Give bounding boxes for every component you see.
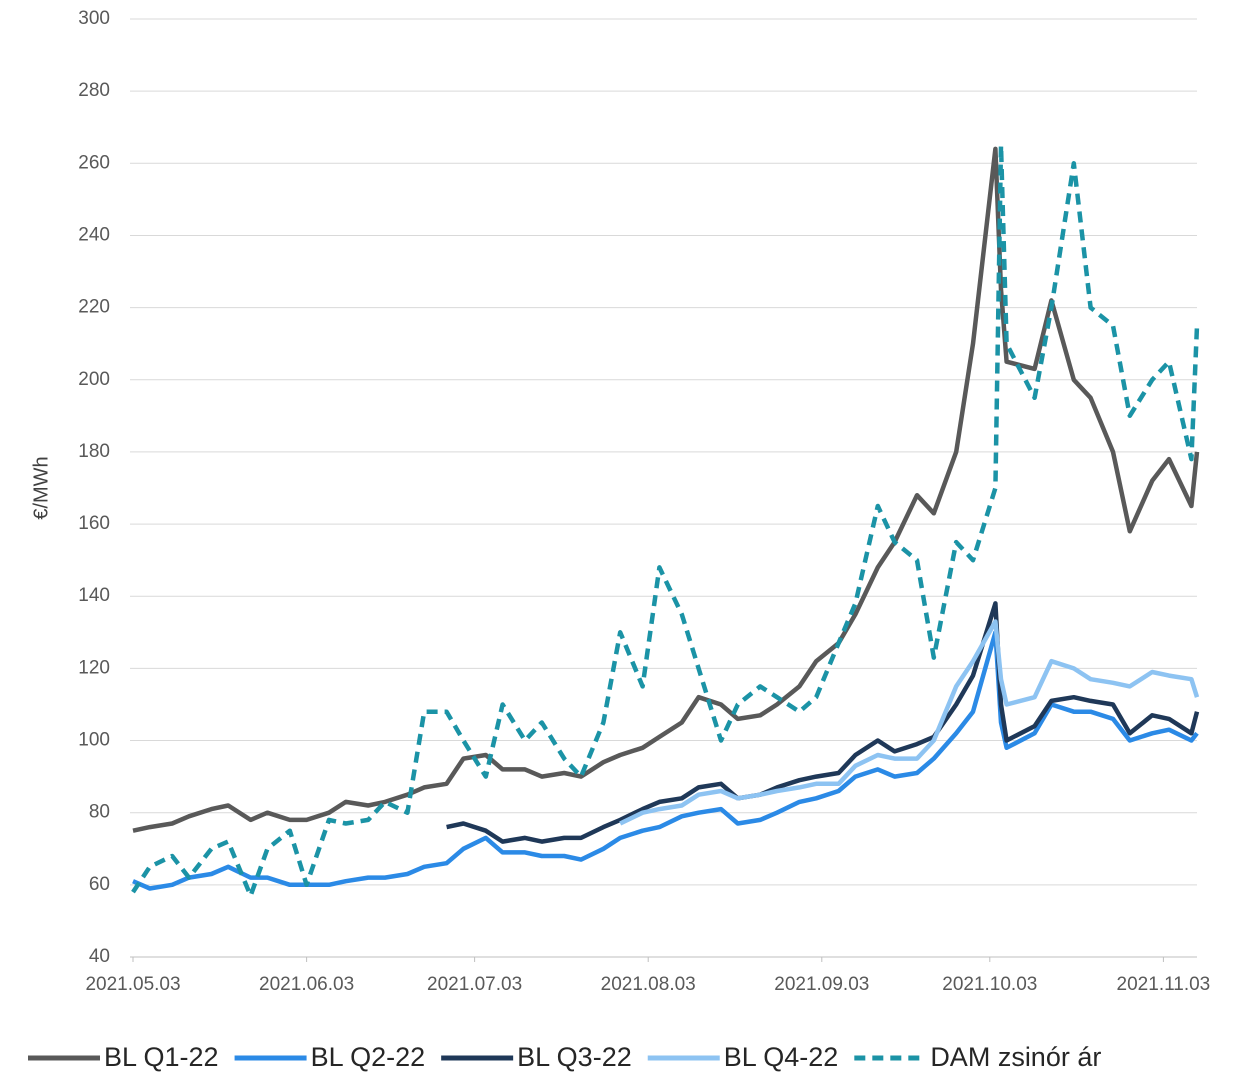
- series-line: [446, 601, 1200, 844]
- y-tick-label: 140: [78, 585, 110, 606]
- legend-label: BL Q4-22: [724, 1042, 839, 1072]
- y-tick-label: 40: [89, 946, 110, 967]
- legend-label: BL Q3-22: [517, 1042, 632, 1072]
- x-tick-label: 2021.07.03: [427, 974, 522, 995]
- x-tick-label: 2021.05.03: [85, 974, 180, 995]
- series-line: [619, 619, 1200, 826]
- legend-label: BL Q1-22: [104, 1042, 219, 1072]
- series-line: [132, 630, 1199, 891]
- y-tick-label: 120: [78, 657, 110, 678]
- legend-label: BL Q2-22: [311, 1042, 426, 1072]
- y-tick-label: 80: [89, 802, 110, 823]
- y-axis-label: €/MWh: [30, 456, 52, 519]
- x-tick-label: 2021.06.03: [259, 974, 354, 995]
- x-tick-label: 2021.11.03: [1117, 974, 1211, 995]
- y-tick-label: 100: [78, 730, 110, 751]
- series-line: [132, 146, 1200, 833]
- y-tick-label: 260: [78, 152, 110, 173]
- y-tick-label: 160: [78, 513, 110, 534]
- y-tick-label: 180: [78, 441, 110, 462]
- y-tick-label: 220: [78, 297, 110, 318]
- x-tick-label: 2021.08.03: [601, 974, 696, 995]
- legend-label: DAM zsinór ár: [930, 1042, 1101, 1072]
- y-tick-label: 300: [78, 8, 110, 29]
- y-tick-label: 240: [78, 224, 110, 245]
- x-tick-label: 2021.09.03: [774, 974, 869, 995]
- y-tick-label: 280: [78, 80, 110, 101]
- y-tick-label: 200: [78, 369, 110, 390]
- x-tick-label: 2021.10.03: [942, 974, 1037, 995]
- series-line: [131, 143, 1200, 898]
- y-tick-label: 60: [89, 874, 110, 895]
